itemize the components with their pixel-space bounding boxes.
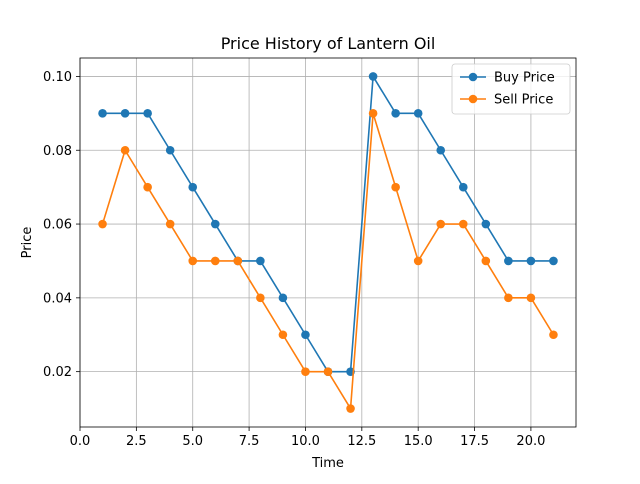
data-point-buy-price xyxy=(120,109,130,118)
data-point-sell-price xyxy=(143,182,152,192)
data-point-buy-price xyxy=(413,109,423,118)
y-tick-label: 0.10 xyxy=(43,70,72,85)
data-point-sell-price xyxy=(301,367,310,376)
data-point-buy-price xyxy=(368,72,378,81)
data-point-sell-price xyxy=(323,367,333,376)
plot-frame xyxy=(79,57,577,428)
data-point-sell-price xyxy=(504,293,513,303)
legend-label-buy-price: Buy Price xyxy=(494,71,555,86)
x-axis-label: Time xyxy=(311,456,344,471)
series-sell-price xyxy=(98,109,558,413)
y-tick-label: 0.02 xyxy=(43,365,72,380)
y-tick-label: 0.06 xyxy=(43,218,72,233)
x-tick-label: 10.0 xyxy=(291,434,320,449)
y-axis-label: Price xyxy=(20,227,35,259)
data-point-sell-price xyxy=(413,256,423,266)
axis-ticks: 0.0 2.5 5.0 7.5 10.0 12.5 15.0 17.5 20.0 0.02 0.04… xyxy=(43,70,545,449)
data-point-buy-price xyxy=(210,219,220,229)
data-point-buy-price xyxy=(143,109,152,118)
legend: Buy Price Sell Price xyxy=(451,63,571,115)
data-point-sell-price xyxy=(549,330,558,340)
data-point-buy-price xyxy=(526,256,536,266)
data-point-sell-price xyxy=(346,404,355,413)
data-point-sell-price xyxy=(256,293,265,303)
x-tick-label: 20.0 xyxy=(516,434,545,449)
legend-marker-buy-price xyxy=(468,72,478,82)
data-point-sell-price xyxy=(436,219,446,229)
data-point-buy-price xyxy=(549,256,558,266)
data-point-sell-price xyxy=(233,256,243,266)
data-point-buy-price xyxy=(256,256,265,266)
data-point-buy-price xyxy=(98,109,107,118)
x-tick-label: 7.5 xyxy=(239,434,260,449)
data-point-buy-price xyxy=(458,182,468,192)
x-tick-label: 2.5 xyxy=(126,434,147,449)
x-tick-label: 15.0 xyxy=(404,434,433,449)
data-point-sell-price xyxy=(481,256,491,266)
data-point-buy-price xyxy=(165,145,175,155)
data-point-buy-price xyxy=(391,109,400,118)
data-point-buy-price xyxy=(188,182,198,192)
data-point-sell-price xyxy=(368,109,378,118)
data-point-buy-price xyxy=(504,256,513,266)
data-point-sell-price xyxy=(188,256,198,266)
data-point-sell-price xyxy=(278,330,288,340)
y-tick-label: 0.04 xyxy=(43,291,72,306)
data-point-sell-price xyxy=(165,219,175,229)
x-tick-label: 0.0 xyxy=(70,434,91,449)
data-point-buy-price xyxy=(436,145,446,155)
data-point-sell-price xyxy=(120,145,130,155)
data-point-buy-price xyxy=(301,330,310,340)
legend-label-sell-price: Sell Price xyxy=(494,93,553,108)
data-point-sell-price xyxy=(98,219,107,229)
legend-marker-sell-price xyxy=(468,94,478,104)
data-point-buy-price xyxy=(278,293,288,303)
data-point-buy-price xyxy=(481,219,491,229)
x-tick-label: 5.0 xyxy=(182,434,203,449)
x-tick-label: 12.5 xyxy=(347,434,376,449)
data-point-sell-price xyxy=(526,293,536,303)
series-layer xyxy=(98,72,558,413)
x-tick-label: 17.5 xyxy=(460,434,489,449)
chart-title: Price History of Lantern Oil xyxy=(221,34,436,53)
data-point-sell-price xyxy=(458,219,468,229)
y-tick-label: 0.08 xyxy=(43,144,72,159)
data-point-sell-price xyxy=(210,256,220,266)
data-point-sell-price xyxy=(391,182,400,192)
